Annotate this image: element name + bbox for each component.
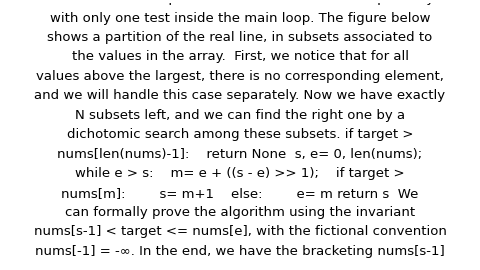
Text: nums[s-1] < target <= nums[e], with the fictional convention: nums[s-1] < target <= nums[e], with the … (34, 225, 446, 238)
Text: N subsets left, and we can find the right one by a: N subsets left, and we can find the righ… (75, 109, 405, 122)
Text: shows a partition of the real line, in subsets associated to: shows a partition of the real line, in s… (48, 31, 432, 44)
Text: can formally prove the algorithm using the invariant: can formally prove the algorithm using t… (65, 206, 415, 219)
Text: nums[-1] = -∞. In the end, we have the bracketing nums[s-1]: nums[-1] = -∞. In the end, we have the b… (35, 245, 445, 258)
Text: the values in the array.  First, we notice that for all: the values in the array. First, we notic… (72, 50, 408, 63)
Text: nums[len(nums)-1]:    return None  s, e= 0, len(nums);: nums[len(nums)-1]: return None s, e= 0, … (58, 148, 422, 161)
Text: Answer 2. InC, the problem can be solved in a simpler way,: Answer 2. InC, the problem can be solved… (42, 0, 438, 5)
Text: dichotomic search among these subsets. if target >: dichotomic search among these subsets. i… (67, 128, 413, 141)
Text: values above the largest, there is no corresponding element,: values above the largest, there is no co… (36, 70, 444, 83)
Text: while e > s:    m= e + ((s - e) >> 1);    if target >: while e > s: m= e + ((s - e) >> 1); if t… (75, 167, 405, 180)
Text: and we will handle this case separately. Now we have exactly: and we will handle this case separately.… (35, 89, 445, 102)
Text: with only one test inside the main loop. The figure below: with only one test inside the main loop.… (50, 12, 430, 25)
Text: nums[m]:        s= m+1    else:        e= m return s  We: nums[m]: s= m+1 else: e= m return s We (61, 187, 419, 200)
